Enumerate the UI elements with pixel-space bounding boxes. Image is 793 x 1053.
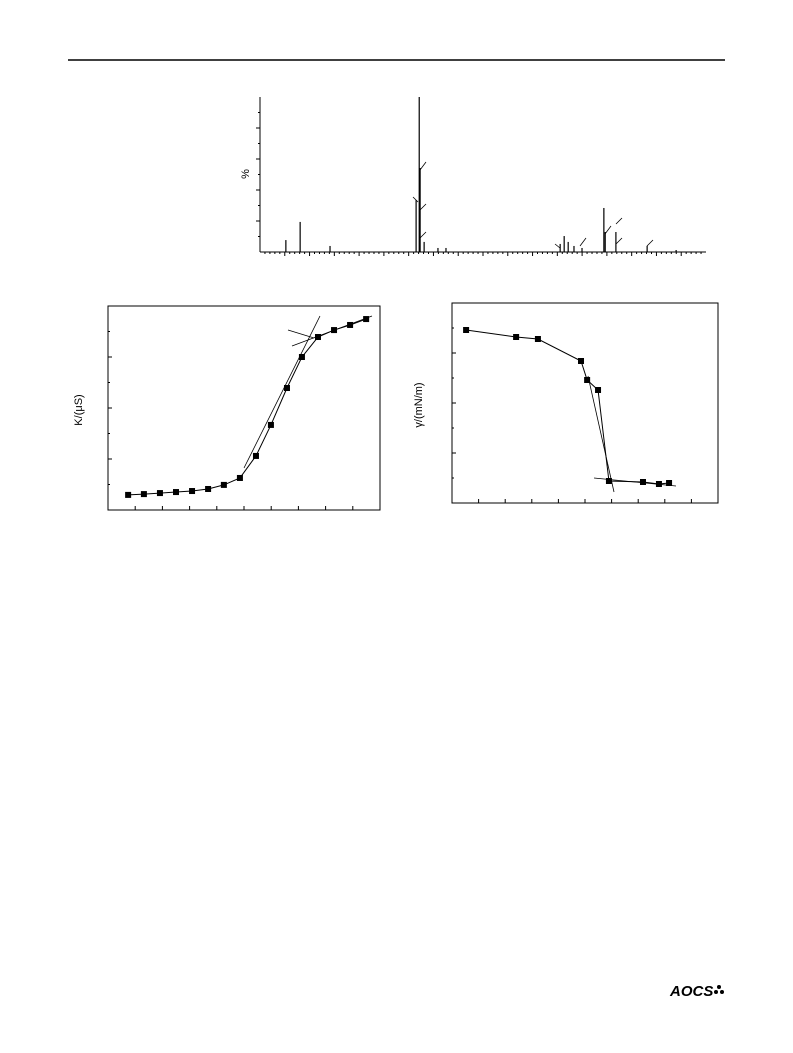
data-point <box>220 481 227 488</box>
data-point <box>578 358 585 364</box>
fit-curve <box>128 318 367 496</box>
data-point <box>125 491 132 498</box>
data-point <box>205 485 212 492</box>
data-point <box>267 421 274 428</box>
data-point <box>639 479 646 485</box>
logo: AOCS <box>669 983 713 1000</box>
plot-frame <box>107 305 381 511</box>
data-point <box>584 377 591 383</box>
data-point <box>595 387 602 393</box>
data-point <box>140 491 147 498</box>
y-axis-label: γ/(mN/m) <box>413 382 425 427</box>
data-point <box>605 478 612 484</box>
data-point <box>156 490 163 497</box>
data-point <box>655 481 662 487</box>
data-point <box>463 327 470 333</box>
tangents <box>243 161 677 493</box>
plot-frame <box>451 302 719 504</box>
y-axis-label: K/(μS) <box>73 394 85 425</box>
data-point <box>363 316 370 323</box>
data-point <box>347 321 354 328</box>
data-point <box>236 474 243 481</box>
data-point <box>513 334 520 340</box>
data-point <box>314 334 321 341</box>
data-point <box>666 480 673 486</box>
data-point <box>298 354 305 360</box>
data-point <box>331 327 338 334</box>
data-point <box>283 385 290 392</box>
fit-curve <box>466 329 670 485</box>
data-point <box>189 488 196 495</box>
data-point <box>534 336 541 342</box>
data-point <box>252 452 259 459</box>
y-axis-label: % <box>240 169 252 179</box>
data-point <box>173 489 179 496</box>
logo-dots <box>714 985 724 994</box>
